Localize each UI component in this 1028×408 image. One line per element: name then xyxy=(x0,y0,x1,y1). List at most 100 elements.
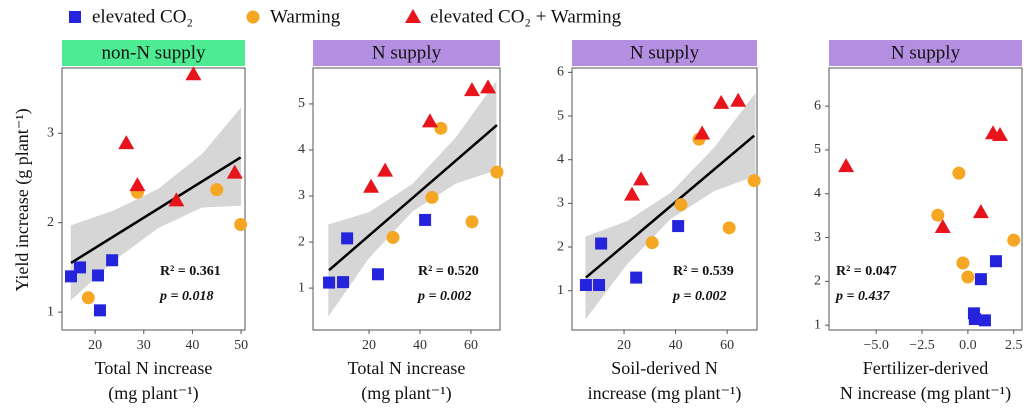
point xyxy=(838,158,855,173)
stat-annotation: R² = 0.361 xyxy=(160,264,221,279)
y-tick-label: 4 xyxy=(557,152,564,167)
point xyxy=(226,164,243,179)
point xyxy=(92,269,105,282)
point xyxy=(956,256,970,270)
point xyxy=(972,204,989,219)
point xyxy=(465,215,479,229)
point xyxy=(645,236,659,250)
stat-annotation: p = 0.002 xyxy=(672,289,726,304)
y-tick-label: 3 xyxy=(298,188,305,203)
point xyxy=(630,271,643,284)
point xyxy=(952,166,966,180)
x-axis-label: (mg plant⁻¹) xyxy=(108,383,198,404)
point xyxy=(371,268,384,281)
point xyxy=(595,237,608,250)
x-tick-label: 40 xyxy=(185,338,199,353)
x-tick-label: −5.0 xyxy=(863,338,888,353)
x-tick-label: 0.0 xyxy=(959,338,977,353)
x-tick-label: 20 xyxy=(88,338,102,353)
legend-marker xyxy=(246,10,260,24)
point xyxy=(961,270,975,284)
fit-line xyxy=(328,124,498,272)
point xyxy=(341,232,354,245)
strip xyxy=(829,40,1022,66)
plot-frame xyxy=(61,67,246,331)
y-tick-label: 5 xyxy=(557,108,564,123)
point xyxy=(363,178,380,193)
y-tick-label: 4 xyxy=(298,142,305,157)
point xyxy=(931,208,945,222)
x-axis-label: Total N increase xyxy=(95,358,213,378)
legend-marker xyxy=(405,9,421,23)
y-axis-label: Yield increase (g plant⁻¹) xyxy=(12,108,33,291)
x-tick-label: 60 xyxy=(720,338,734,353)
point xyxy=(210,183,224,197)
x-axis-label: N increase (mg plant⁻¹) xyxy=(840,383,1011,404)
point xyxy=(633,171,650,186)
point xyxy=(74,261,87,274)
point xyxy=(694,125,711,140)
panel: N supply −5.0 −2.5 0.0 2.5 1 2 3 4 5 6 Fertilizer-d… xyxy=(814,40,1023,404)
legend-marker xyxy=(69,11,81,23)
point xyxy=(65,270,78,283)
point xyxy=(118,135,135,150)
fit-line xyxy=(585,134,755,279)
y-tick-label: 6 xyxy=(557,65,564,80)
x-tick-label: −2.5 xyxy=(909,338,934,353)
strip-label: N supply xyxy=(630,42,700,63)
x-tick-label: 60 xyxy=(464,338,478,353)
plot-frame xyxy=(312,67,501,331)
point xyxy=(234,217,248,231)
x-axis-label: increase (mg plant⁻¹) xyxy=(588,383,742,404)
y-tick-label: 3 xyxy=(557,196,564,211)
plot-frame xyxy=(571,67,758,331)
point xyxy=(490,165,504,179)
y-tick-label: 2 xyxy=(47,215,54,230)
stat-annotation: R² = 0.520 xyxy=(418,264,479,279)
strip xyxy=(313,40,500,66)
point xyxy=(386,230,400,244)
point xyxy=(168,192,185,207)
y-tick-label: 3 xyxy=(47,125,54,140)
y-tick-label: 1 xyxy=(47,304,54,319)
x-tick-label: 2.5 xyxy=(1005,338,1023,353)
y-tick-label: 4 xyxy=(814,186,821,201)
point xyxy=(934,219,951,234)
confidence-band xyxy=(70,107,242,301)
point xyxy=(323,276,336,289)
plot-frame xyxy=(828,67,1023,331)
point xyxy=(968,313,981,326)
y-tick-label: 2 xyxy=(298,234,305,249)
point xyxy=(463,82,480,97)
point xyxy=(579,279,592,292)
panel: N supply 20 40 60 1 2 3 4 5 Total N increase (mg p… xyxy=(298,40,504,404)
x-tick-label: 20 xyxy=(617,338,631,353)
point xyxy=(377,162,394,177)
point xyxy=(106,254,119,267)
y-tick-label: 1 xyxy=(557,283,564,298)
x-tick-label: 20 xyxy=(362,338,376,353)
strip xyxy=(572,40,757,66)
y-tick-label: 5 xyxy=(814,142,821,157)
panel: non-N supply 20 30 40 50 1 2 3 Total N increase (… xyxy=(47,40,248,404)
x-axis-label: Total N increase xyxy=(348,358,466,378)
x-tick-label: 50 xyxy=(234,338,248,353)
panel: N supply 20 40 60 1 2 3 4 5 6 Soil-derived N increa… xyxy=(557,40,761,404)
stat-annotation: R² = 0.047 xyxy=(836,264,897,279)
point xyxy=(730,92,747,107)
point xyxy=(434,121,448,135)
stat-annotation: p = 0.018 xyxy=(159,289,213,304)
point xyxy=(419,213,432,226)
y-tick-label: 6 xyxy=(814,98,821,113)
point xyxy=(129,177,146,192)
point xyxy=(81,291,95,305)
y-tick-label: 2 xyxy=(814,274,821,289)
y-tick-label: 5 xyxy=(298,96,305,111)
x-tick-label: 30 xyxy=(137,338,151,353)
point xyxy=(337,276,350,289)
x-axis-label: Soil-derived N xyxy=(611,358,717,378)
y-tick-label: 3 xyxy=(814,230,821,245)
stat-annotation: p = 0.437 xyxy=(835,289,890,304)
x-axis-label: (mg plant⁻¹) xyxy=(361,383,451,404)
strip-label: N supply xyxy=(891,42,961,63)
